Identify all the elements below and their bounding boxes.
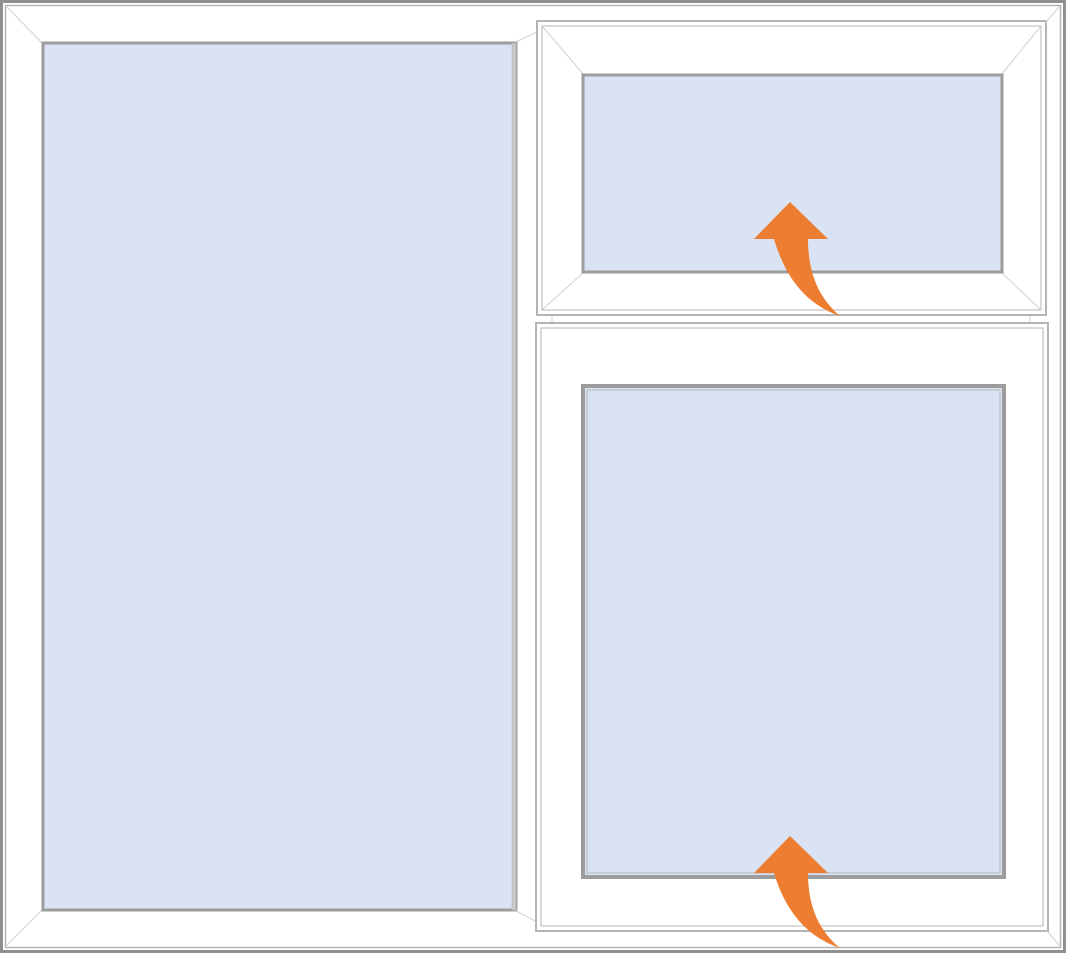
mullion xyxy=(515,31,1031,923)
top-right-sash xyxy=(536,20,1047,316)
curved-up-arrow-icon xyxy=(754,202,840,316)
bottom-right-glass xyxy=(581,384,1006,879)
left-fixed-pane xyxy=(5,5,518,947)
left-fixed-glass xyxy=(41,41,518,912)
bottom-right-sash xyxy=(535,322,1049,948)
outer-frame-corners xyxy=(1045,5,1061,947)
curved-up-arrow-icon xyxy=(754,836,840,948)
